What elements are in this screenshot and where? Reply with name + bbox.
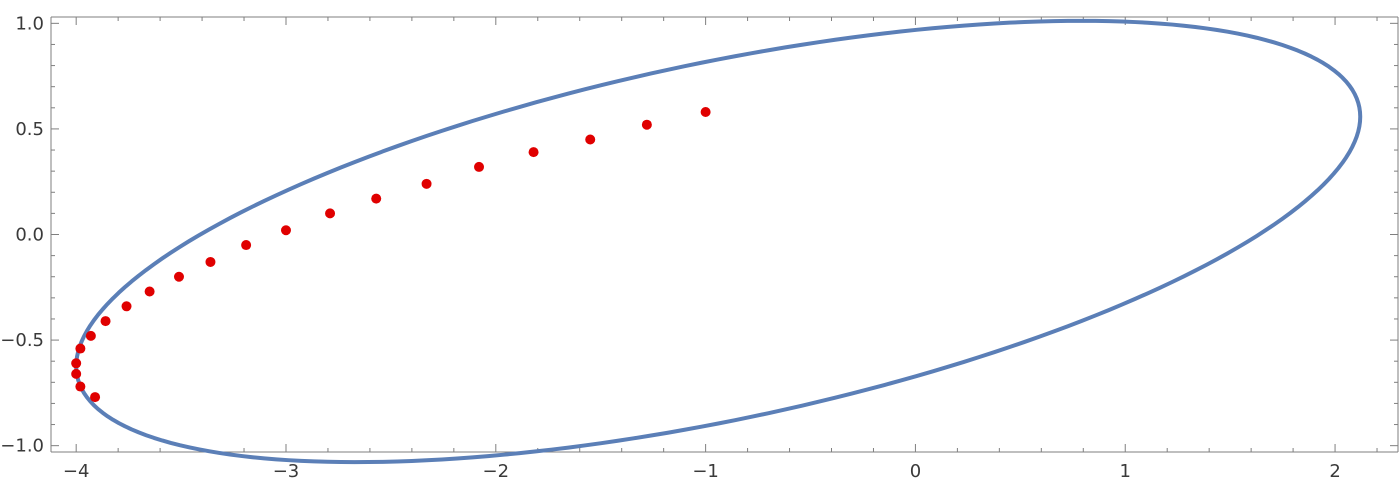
x-tick-label: 1	[1120, 461, 1131, 482]
data-point	[700, 107, 711, 118]
x-tick-label: 0	[910, 461, 921, 482]
ellipse-curve	[74, 18, 1363, 465]
data-point	[71, 358, 82, 369]
x-axis-ticks	[75, 17, 1378, 452]
data-point	[71, 368, 82, 379]
x-axis-tick-labels: −4 −3 −2 −1 0 1 2	[63, 461, 1341, 482]
data-point	[85, 330, 96, 341]
data-point	[100, 316, 111, 327]
data-point	[474, 161, 485, 172]
y-axis-tick-labels: −1.0 −0.5 0.0 0.5 1.0	[0, 13, 44, 456]
plot-frame	[50, 16, 1399, 453]
data-point	[241, 240, 252, 251]
data-point	[280, 225, 291, 236]
y-tick-label: 0.5	[15, 119, 44, 140]
data-point	[75, 343, 86, 354]
x-tick-label: −2	[483, 461, 510, 482]
x-tick-label: −4	[63, 461, 90, 482]
data-point	[121, 301, 132, 312]
data-point	[585, 134, 596, 145]
data-point	[144, 286, 155, 297]
y-tick-label: −0.5	[0, 330, 44, 351]
x-tick-label: −1	[692, 461, 719, 482]
y-tick-label: 0.0	[15, 225, 44, 246]
data-point	[75, 381, 86, 392]
series-layer	[71, 18, 1363, 465]
data-point	[90, 392, 101, 403]
x-tick-label: 2	[1329, 461, 1340, 482]
data-point	[205, 256, 216, 267]
y-tick-label: −1.0	[0, 436, 44, 457]
data-point	[325, 208, 336, 219]
data-point	[173, 271, 184, 282]
data-point	[528, 147, 539, 158]
data-point	[421, 178, 432, 189]
y-axis-ticks	[51, 22, 1398, 447]
data-point	[641, 119, 652, 130]
y-tick-label: 1.0	[15, 13, 44, 34]
data-point	[371, 193, 382, 204]
x-tick-label: −3	[273, 461, 300, 482]
